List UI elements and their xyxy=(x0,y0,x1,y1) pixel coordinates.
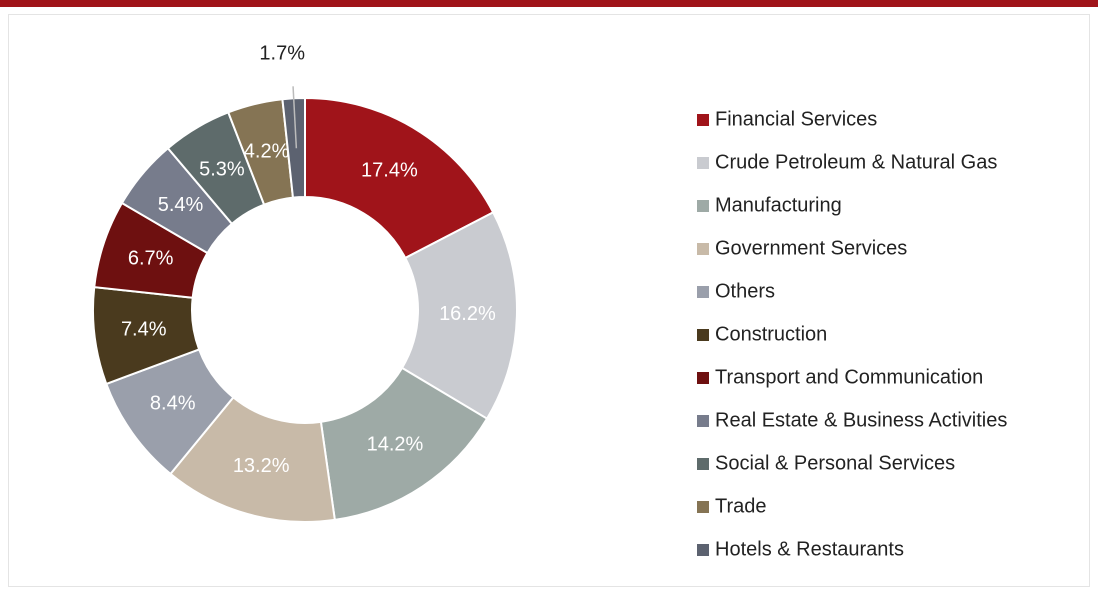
legend-swatch xyxy=(697,114,709,126)
legend-swatch xyxy=(697,544,709,556)
slice xyxy=(281,96,306,199)
legend-label: Government Services xyxy=(715,237,907,259)
legend-label: Trade xyxy=(715,495,767,517)
top-bar xyxy=(0,0,1098,7)
legend-swatch xyxy=(697,200,709,212)
legend-swatch xyxy=(697,501,709,513)
legend-swatch xyxy=(697,329,709,341)
data-label: 7.4% xyxy=(121,318,167,340)
legend-swatch xyxy=(697,157,709,169)
legend-swatch xyxy=(697,415,709,427)
data-label: 14.2% xyxy=(367,434,424,456)
legend-label: Hotels & Restaurants xyxy=(715,538,904,560)
data-label: 5.4% xyxy=(158,194,204,216)
legend-label: Construction xyxy=(715,323,827,345)
slice xyxy=(400,211,518,421)
data-label: 8.4% xyxy=(150,393,196,415)
legend-swatch xyxy=(697,243,709,255)
data-label: 5.3% xyxy=(199,159,245,181)
data-label: 17.4% xyxy=(361,159,418,181)
legend-label: Manufacturing xyxy=(715,194,842,216)
legend-label: Financial Services xyxy=(715,108,877,130)
legend-swatch xyxy=(697,372,709,384)
legend-label: Others xyxy=(715,280,775,302)
data-label: 6.7% xyxy=(128,247,174,269)
slice xyxy=(304,96,495,260)
data-label: 4.2% xyxy=(244,140,290,162)
data-label: 13.2% xyxy=(233,455,290,477)
data-label: 1.7% xyxy=(259,43,305,65)
legend-swatch xyxy=(697,458,709,470)
leader-line xyxy=(292,86,298,149)
legend-label: Real Estate & Business Activities xyxy=(715,409,1007,431)
data-label: 16.2% xyxy=(439,303,496,325)
legend-label: Social & Personal Services xyxy=(715,452,955,474)
legend-swatch xyxy=(697,286,709,298)
legend-label: Crude Petroleum & Natural Gas xyxy=(715,151,997,173)
legend-label: Transport and Communication xyxy=(715,366,983,388)
